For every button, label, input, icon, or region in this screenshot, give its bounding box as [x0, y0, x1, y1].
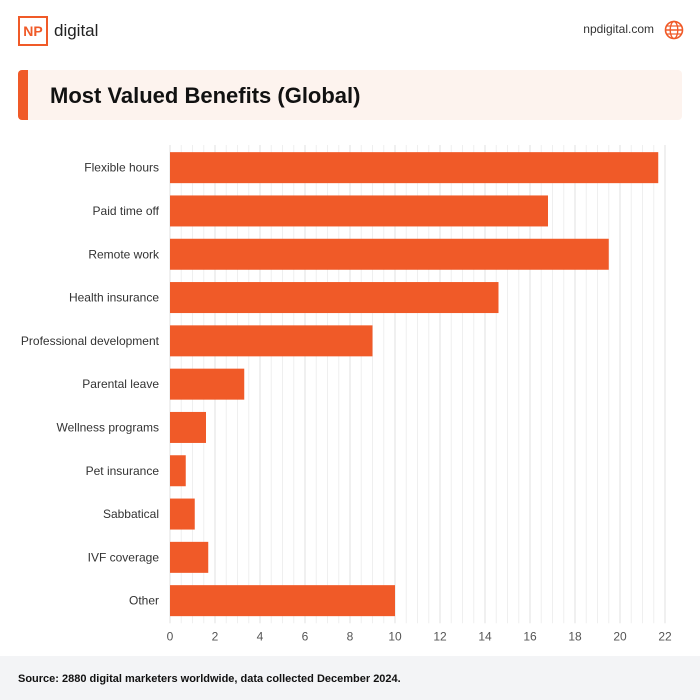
footer: Source: 2880 digital marketers worldwide… [0, 656, 700, 700]
category-label: Health insurance [69, 291, 159, 305]
header: NP digital npdigital.com [0, 0, 700, 62]
title-accent-bar [18, 70, 28, 120]
bar [170, 238, 609, 270]
x-tick-label: 8 [347, 629, 354, 643]
x-tick-label: 12 [433, 629, 447, 643]
category-label: Professional development [21, 334, 160, 348]
x-tick-label: 4 [257, 629, 264, 643]
bar [170, 152, 659, 184]
bar [170, 195, 548, 227]
category-label: Sabbatical [103, 507, 159, 521]
category-label: Pet insurance [86, 464, 160, 478]
bar [170, 368, 245, 400]
x-tick-label: 14 [478, 629, 492, 643]
category-label: Remote work [88, 247, 160, 261]
source-note: Source: 2880 digital marketers worldwide… [18, 673, 401, 685]
bar-chart: Flexible hours Paid time off Remote work He… [21, 145, 672, 643]
category-label: Flexible hours [84, 161, 159, 175]
np-digital-logo[interactable]: NP digital [18, 16, 98, 46]
x-tick-label: 0 [167, 629, 174, 643]
site-url[interactable]: npdigital.com [583, 22, 654, 36]
x-tick-label: 18 [568, 629, 582, 643]
chart-title: Most Valued Benefits (Global) [50, 83, 361, 108]
x-tick-label: 22 [658, 629, 672, 643]
x-tick-label: 10 [388, 629, 402, 643]
bar [170, 282, 499, 314]
title-band: Most Valued Benefits (Global) [18, 70, 682, 120]
bar [170, 498, 195, 530]
logo-mark: NP [18, 16, 48, 46]
bar [170, 541, 209, 573]
bar [170, 585, 395, 617]
bar [170, 411, 206, 443]
bar [170, 455, 186, 487]
x-tick-label: 20 [613, 629, 627, 643]
x-tick-label: 16 [523, 629, 537, 643]
category-label: IVF coverage [88, 550, 160, 564]
category-label: Other [129, 594, 159, 608]
bar [170, 325, 373, 357]
globe-icon[interactable] [664, 20, 684, 40]
category-label: Parental leave [82, 377, 159, 391]
category-label: Wellness programs [57, 420, 159, 434]
x-tick-label: 2 [212, 629, 219, 643]
x-tick-label: 6 [302, 629, 309, 643]
category-label: Paid time off [93, 204, 160, 218]
logo-word: digital [54, 21, 99, 40]
